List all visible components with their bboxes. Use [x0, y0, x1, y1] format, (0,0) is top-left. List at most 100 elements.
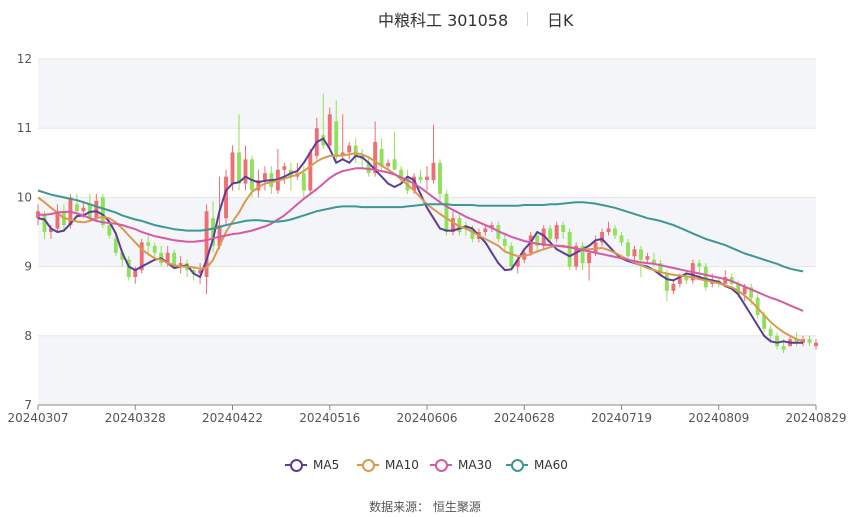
candle-body [684, 276, 689, 281]
candle-body [775, 335, 780, 347]
candle-body [697, 263, 702, 267]
candle-body [353, 145, 358, 156]
candle-body [632, 249, 637, 257]
candle-body [347, 145, 352, 153]
candle-body [74, 204, 79, 212]
candle-body [619, 235, 624, 243]
candle-body [250, 159, 254, 191]
x-tick-label: 20240422 [202, 411, 263, 425]
candle-body [470, 228, 475, 239]
candle-body [81, 207, 86, 212]
candle-body [626, 242, 630, 257]
candle-body [211, 218, 215, 246]
candle-body [444, 193, 449, 232]
chart-title-bar: 中粮科工 301058 日K [0, 4, 850, 30]
candle-body [781, 346, 786, 350]
candle-body [120, 252, 125, 260]
candle-body [373, 142, 378, 174]
candle-body [807, 339, 812, 343]
candle-body [515, 259, 520, 267]
candle-body [256, 180, 261, 191]
candle-body [379, 148, 384, 167]
y-tick-label: 12 [17, 52, 32, 66]
legend-item-ma30[interactable]: MA30 [430, 458, 492, 472]
candle-body [645, 256, 650, 260]
candle-body [237, 152, 241, 184]
legend-item-ma60[interactable]: MA60 [506, 458, 568, 472]
candle-body [483, 228, 488, 232]
candle-body [340, 152, 345, 156]
candle-body [418, 176, 423, 181]
series-line-ma30 [38, 167, 804, 312]
candle-body [425, 176, 429, 181]
candle-body [502, 238, 507, 246]
legend-item-ma10[interactable]: MA10 [357, 458, 419, 472]
kline-chart: 7 8 9 10 11 12 20240307 20240328 20240422 2024051… [7, 52, 846, 425]
candle-body [107, 225, 112, 236]
candle-body [399, 169, 404, 177]
series-line-ma10 [37, 152, 804, 342]
candle-body [94, 200, 99, 219]
legend-label: MA30 [458, 458, 492, 472]
candle-body [554, 225, 559, 239]
candle-body [736, 283, 741, 295]
candle-body [457, 218, 462, 232]
x-tick-label: 20240516 [299, 411, 360, 425]
candle-body [198, 270, 203, 274]
series-line-ma60 [37, 189, 804, 273]
chart-period: 日K [547, 11, 574, 30]
candle-body [561, 225, 566, 232]
x-tick-label: 20240829 [785, 411, 846, 425]
candle-body [301, 173, 306, 191]
candle-body [541, 228, 546, 246]
candle-body [366, 162, 371, 174]
candle-body [658, 263, 663, 274]
x-tick-label: 20240307 [7, 411, 68, 425]
candle-body [606, 228, 611, 232]
candle-body [755, 297, 760, 316]
candle-body [230, 152, 235, 184]
y-tick-label: 7 [24, 398, 32, 412]
grid-band [38, 59, 816, 129]
legend-marker-icon [506, 458, 528, 472]
legend-item-ma5[interactable]: MA5 [285, 458, 339, 472]
candle-body [100, 197, 105, 226]
title-separator [527, 12, 528, 26]
x-tick-label: 20240809 [688, 411, 749, 425]
candle-body [651, 259, 656, 264]
candle-body [671, 283, 676, 291]
x-tick-label: 20240606 [396, 411, 457, 425]
candle-body [749, 287, 754, 298]
candle-body [204, 211, 209, 277]
x-tick-label: 20240719 [591, 411, 652, 425]
candle-body [639, 249, 643, 260]
y-tick-label: 11 [17, 121, 32, 135]
candle-body [567, 232, 572, 267]
legend: MA5 MA10 MA30 MA60 [0, 458, 850, 478]
candle-body [593, 242, 598, 253]
candle-body [282, 166, 287, 170]
legend-label: MA60 [534, 458, 568, 472]
candle-body [49, 228, 53, 232]
y-tick-label: 8 [24, 329, 32, 343]
candle-body [165, 252, 170, 264]
candle-body [600, 232, 604, 243]
candle-body [146, 242, 151, 246]
candle-body [450, 218, 455, 232]
legend-marker-icon [357, 458, 379, 472]
legend-marker-icon [430, 458, 452, 472]
candle-body [392, 159, 397, 170]
candle-body [386, 162, 391, 167]
legend-label: MA10 [385, 458, 419, 472]
candle-body [703, 266, 708, 288]
x-tick-label: 20240628 [494, 411, 555, 425]
candle-body [762, 315, 767, 329]
y-tick-label: 9 [24, 260, 32, 274]
candle-body [587, 252, 592, 264]
candle-body [801, 339, 805, 343]
candle-body [334, 121, 339, 156]
data-source: 数据来源： 恒生聚源 [369, 500, 481, 514]
candle-body [126, 259, 131, 277]
candle-body [243, 159, 248, 184]
candle-body [172, 252, 177, 267]
